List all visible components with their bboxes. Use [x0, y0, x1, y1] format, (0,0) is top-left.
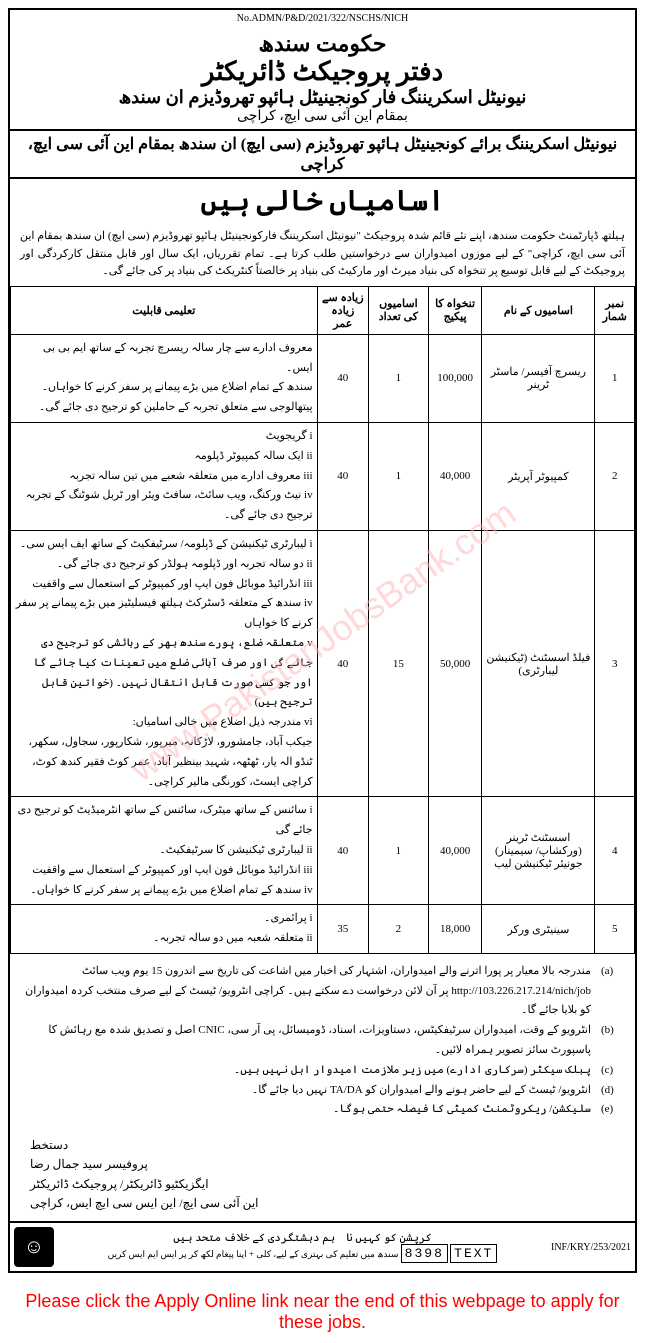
cell-post: کمپیوٹر آپریٹر — [482, 422, 595, 530]
cell-salary: 50,000 — [428, 530, 481, 796]
note-label: (d) — [601, 1081, 623, 1101]
signature-block: دستخط پروفیسر سید جمال رضا ایگزیکٹیو ڈائ… — [10, 1128, 635, 1221]
cell-age: 40 — [317, 422, 368, 530]
table-row: 1ریسرچ آفیسر/ ماسٹر ٹرینر100,000140معروف… — [11, 334, 635, 422]
note-text: سلیکشن/ ریکروٹمنٹ کمیٹی کا فیصلہ حتمی ہو… — [333, 1100, 591, 1120]
cell-vacancies: 2 — [368, 905, 428, 954]
apply-instruction: Please click the Apply Online link near … — [0, 1281, 645, 1343]
note-item: (e) سلیکشن/ ریکروٹمنٹ کمیٹی کا فیصلہ حتمی… — [22, 1100, 623, 1120]
subtitle-bar: نیونیٹل اسکریننگ برائے کونجینیٹل ہائپو ت… — [10, 129, 635, 179]
table-row: 4اسسٹنٹ ٹرینر (ورکشاپ/ سیمینار) جونیئر ٹ… — [11, 797, 635, 905]
signature-designation: ایگزیکٹیو ڈائریکٹر/ پروجیکٹ ڈائریکٹر — [30, 1175, 615, 1194]
sms-instruction: سندھ میں تعلیم کی بہتری کے لیے، کلی + اپ… — [108, 1249, 399, 1259]
cell-salary: 40,000 — [428, 797, 481, 905]
notes-section: (a) مندرجہ بالا معیار پر پورا اترنے والے … — [10, 954, 635, 1128]
table-row: 5سینیٹری ورکر18,000235i پرائمری۔ ii متعل… — [11, 905, 635, 954]
note-text: انٹرویو کے وقت، امیدواران سرٹیفکیٹس، دست… — [22, 1021, 591, 1061]
cell-vacancies: 15 — [368, 530, 428, 796]
note-label: (c) — [601, 1061, 623, 1081]
note-text: پبلک سیکٹر (سرکاری ادارے) میں زیر ملازمت… — [234, 1061, 591, 1081]
united-text: ہم دہشتگردی کے خلاف متحد ہیں — [173, 1232, 335, 1244]
document-header: حکومت سندھ دفتر پروجیکٹ ڈائریکٹر نیونیٹل… — [10, 27, 635, 129]
cell-vacancies: 1 — [368, 797, 428, 905]
note-label: (e) — [601, 1100, 623, 1120]
cell-vacancies: 1 — [368, 334, 428, 422]
anti-corruption-text: کرپشن کو کہیں نا — [346, 1232, 432, 1244]
person-icon: ☺ — [14, 1227, 54, 1267]
cell-qualification: i پرائمری۔ ii متعلقہ شعبہ میں دو سالہ تج… — [11, 905, 318, 954]
footer-banner: INF/KRY/253/2021 کرپشن کو کہیں نا ہم دہش… — [10, 1221, 635, 1271]
col-vacancies: اسامیوں کی تعداد — [368, 286, 428, 334]
cell-salary: 18,000 — [428, 905, 481, 954]
note-item: (b) انٹرویو کے وقت، امیدواران سرٹیفکیٹس، … — [22, 1021, 623, 1061]
cell-post: ریسرچ آفیسر/ ماسٹر ٹرینر — [482, 334, 595, 422]
note-text: انٹرویو/ ٹیسٹ کے لیے حاضر ہونے والے امید… — [252, 1081, 591, 1101]
cell-age: 40 — [317, 530, 368, 796]
jobs-table: نمبر شمار اسامیوں کے نام تنخواہ کا پیکیج… — [10, 286, 635, 954]
location-title: بمقام این آئی سی ایچ، کراچی — [10, 108, 635, 125]
cell-sno: 3 — [595, 530, 635, 796]
cell-qualification: i سائنس کے ساتھ میٹرک، سائنس کے ساتھ انٹ… — [11, 797, 318, 905]
signature-name: پروفیسر سید جمال رضا — [30, 1155, 615, 1174]
col-qualification: تعلیمی قابلیت — [11, 286, 318, 334]
cell-sno: 1 — [595, 334, 635, 422]
note-item: (c) پبلک سیکٹر (سرکاری ادارے) میں زیر ملا… — [22, 1061, 623, 1081]
note-item: (a) مندرجہ بالا معیار پر پورا اترنے والے … — [22, 962, 623, 1021]
office-title: دفتر پروجیکٹ ڈائریکٹر — [10, 57, 635, 87]
jobs-tbody: 1ریسرچ آفیسر/ ماسٹر ٹرینر100,000140معروف… — [11, 334, 635, 953]
col-post: اسامیوں کے نام — [482, 286, 595, 334]
sms-text-box: TEXT — [450, 1244, 497, 1263]
intro-paragraph: ہیلتھ ڈپارٹمنٹ حکومت سندھ، اپنے نئے قائم… — [10, 223, 635, 286]
note-item: (d) انٹرویو/ ٹیسٹ کے لیے حاضر ہونے والے ا… — [22, 1081, 623, 1101]
cell-age: 35 — [317, 905, 368, 954]
cell-salary: 40,000 — [428, 422, 481, 530]
cell-qualification: معروف ادارے سے چار سالہ ریسرچ تجربہ کے س… — [11, 334, 318, 422]
document-page: No.ADMN/P&D/2021/322/NSCHS/NICH حکومت سن… — [8, 8, 637, 1273]
table-row: 3فیلڈ اسسٹنٹ (ٹیکنیشن لیبارٹری)50,000154… — [11, 530, 635, 796]
col-age: زیادہ سے زیادہ عمر — [317, 286, 368, 334]
col-salary: تنخواہ کا پیکیج — [428, 286, 481, 334]
note-label: (a) — [601, 962, 623, 1021]
cell-qualification: i گریجویٹ ii ایک سالہ کمپیوٹر ڈپلومہ iii… — [11, 422, 318, 530]
table-row: 2کمپیوٹر آپریٹر40,000140i گریجویٹ ii ایک… — [11, 422, 635, 530]
signature-institution: این آئی سی ایچ/ این ایس سی ایچ ایس، کراچ… — [30, 1194, 615, 1213]
cell-age: 40 — [317, 334, 368, 422]
footer-center: کرپشن کو کہیں نا ہم دہشتگردی کے خلاف متح… — [108, 1231, 498, 1263]
cell-sno: 4 — [595, 797, 635, 905]
cell-salary: 100,000 — [428, 334, 481, 422]
vacancies-heading: اسامیاں خالی ہیں — [10, 179, 635, 223]
cell-sno: 2 — [595, 422, 635, 530]
cell-vacancies: 1 — [368, 422, 428, 530]
sms-number-box: 8398 — [401, 1244, 448, 1263]
cell-age: 40 — [317, 797, 368, 905]
cell-qualification: i لیبارٹری ٹیکنیشن کے ڈپلومہ/ سرٹیفکیٹ ک… — [11, 530, 318, 796]
note-label: (b) — [601, 1021, 623, 1061]
cell-post: سینیٹری ورکر — [482, 905, 595, 954]
reference-number: No.ADMN/P&D/2021/322/NSCHS/NICH — [10, 10, 635, 27]
inf-number: INF/KRY/253/2021 — [551, 1242, 631, 1253]
project-title: نیونیٹل اسکریننگ فار کونجینیٹل ہائپو تھر… — [10, 87, 635, 108]
cell-post: فیلڈ اسسٹنٹ (ٹیکنیشن لیبارٹری) — [482, 530, 595, 796]
cell-post: اسسٹنٹ ٹرینر (ورکشاپ/ سیمینار) جونیئر ٹی… — [482, 797, 595, 905]
note-text: مندرجہ بالا معیار پر پورا اترنے والے امی… — [22, 962, 591, 1021]
cell-sno: 5 — [595, 905, 635, 954]
col-sno: نمبر شمار — [595, 286, 635, 334]
government-title: حکومت سندھ — [10, 31, 635, 57]
